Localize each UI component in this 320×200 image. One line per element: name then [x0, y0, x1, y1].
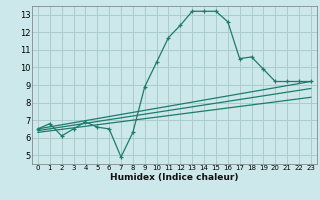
X-axis label: Humidex (Indice chaleur): Humidex (Indice chaleur) — [110, 173, 239, 182]
